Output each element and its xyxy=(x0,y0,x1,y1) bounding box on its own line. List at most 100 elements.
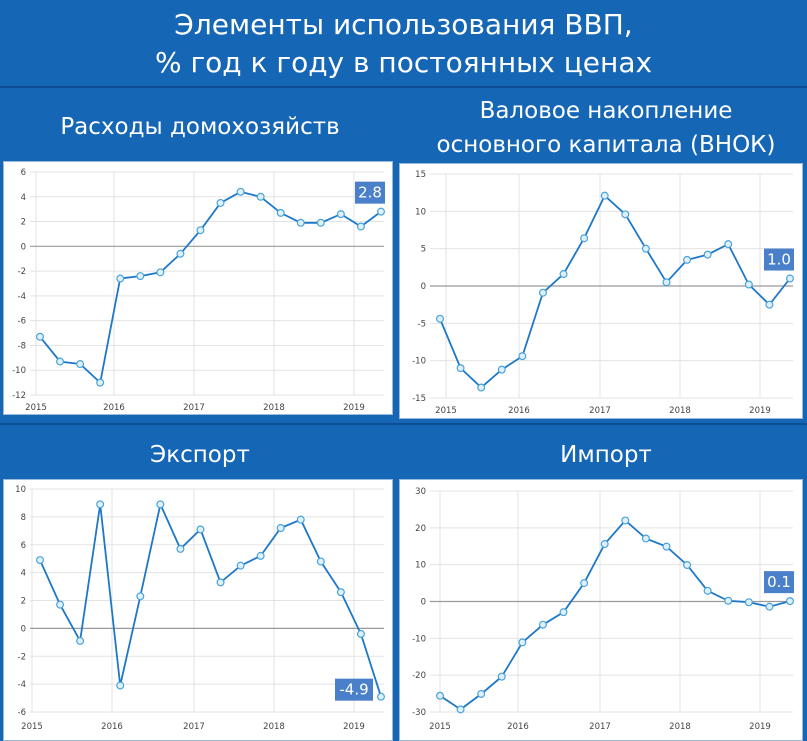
data-point xyxy=(96,378,105,387)
data-point xyxy=(621,210,630,219)
y-tick-label: 8 xyxy=(21,513,26,523)
data-point xyxy=(662,542,671,551)
x-tick-label: 2017 xyxy=(183,722,205,732)
data-point xyxy=(600,191,609,200)
y-tick-label: -4 xyxy=(18,292,26,302)
data-point xyxy=(435,314,444,323)
x-tick-label: 2019 xyxy=(749,406,771,416)
x-tick-label: 2015 xyxy=(25,403,47,413)
y-tick-label: 10 xyxy=(415,207,426,217)
data-point xyxy=(497,365,506,374)
data-point xyxy=(216,198,225,207)
last-value-label: 2.8 xyxy=(358,184,382,202)
last-value-label: -4.9 xyxy=(339,681,368,699)
data-point xyxy=(786,597,795,606)
data-point xyxy=(156,500,165,509)
data-point xyxy=(76,360,85,369)
series-line xyxy=(39,501,382,697)
y-tick-label: 0 xyxy=(421,282,426,292)
y-tick-label: 0 xyxy=(421,598,426,608)
last-value-label: 1.0 xyxy=(767,251,791,269)
data-point xyxy=(216,578,225,587)
x-tick-label: 2015 xyxy=(429,722,451,732)
data-point xyxy=(176,249,185,258)
data-point xyxy=(559,608,568,617)
y-tick-label: -6 xyxy=(18,317,26,327)
y-tick-label: 4 xyxy=(21,569,26,579)
data-point xyxy=(456,364,465,373)
data-point xyxy=(336,210,345,219)
data-point xyxy=(136,272,145,281)
chart-investment: -15 -10 -5 0 5 10 15 2015 2016 2017 2018 2019 1.0 xyxy=(399,163,803,419)
y-tick-label: 10 xyxy=(415,561,426,571)
data-point xyxy=(497,672,506,681)
panel-title-investment: Валовое накопление основного капитала (В… xyxy=(436,98,776,158)
last-value-label: 0.1 xyxy=(767,573,791,591)
y-tick-label: 6 xyxy=(21,541,26,551)
y-tick-label: 4 xyxy=(21,193,26,203)
data-point xyxy=(76,636,85,645)
x-tick-label: 2016 xyxy=(508,406,530,416)
data-point xyxy=(538,620,547,629)
x-tick-label: 2016 xyxy=(507,722,529,732)
data-point xyxy=(136,592,145,601)
y-tick-label: 0 xyxy=(21,242,26,252)
chart-consumption: -12 -10 -8 -6 -4 -2 0 2 4 6 2015 2016 2017 2018 2019 2.… xyxy=(3,161,393,415)
last-value-label-bg xyxy=(355,181,385,204)
data-point xyxy=(703,586,712,595)
chart-export: -6 -4 -2 0 2 4 6 8 10 2015 2016 2017 2018 2019 -4.9 xyxy=(3,479,393,741)
y-tick-label: 5 xyxy=(421,245,426,255)
data-point xyxy=(56,600,65,609)
panel-title-consumption: Расходы домохозяйств xyxy=(60,114,340,140)
data-point xyxy=(518,352,527,361)
y-tick-label: 10 xyxy=(15,485,26,495)
data-point xyxy=(296,218,305,227)
panel-title-import: Импорт xyxy=(560,442,652,468)
data-point xyxy=(435,691,444,700)
data-point xyxy=(662,278,671,287)
y-tick-label: -30 xyxy=(412,708,426,718)
chart-import-svg: -30 -20 -10 0 10 20 30 2015 2016 2017 2018 2019 0.1 xyxy=(412,487,795,732)
data-point xyxy=(196,226,205,235)
y-tick-label: 20 xyxy=(415,524,426,534)
y-tick-label: 0 xyxy=(21,624,26,634)
series-line xyxy=(39,190,382,385)
data-point xyxy=(683,561,692,570)
data-point xyxy=(56,357,65,366)
data-point xyxy=(600,540,609,549)
data-point xyxy=(559,270,568,279)
y-tick-label: -6 xyxy=(18,708,26,718)
y-tick-label: -2 xyxy=(18,652,26,662)
data-point xyxy=(256,551,265,560)
data-point xyxy=(641,244,650,253)
main-title-line1: Элементы использования ВВП, xyxy=(174,8,633,41)
y-tick-label: -10 xyxy=(12,366,26,376)
panel-title-export: Экспорт xyxy=(150,442,250,468)
y-tick-label: 30 xyxy=(415,487,426,497)
x-tick-label: 2017 xyxy=(589,406,611,416)
last-value-label-bg xyxy=(335,678,373,701)
y-tick-label: -2 xyxy=(18,267,26,277)
data-point xyxy=(724,240,733,249)
data-point xyxy=(276,208,285,217)
main-title-line2: % год к году в постоянных ценах xyxy=(154,46,653,79)
data-point xyxy=(518,638,527,647)
y-tick-label: -5 xyxy=(418,319,426,329)
data-point xyxy=(744,280,753,289)
chart-export-svg: -6 -4 -2 0 2 4 6 8 10 2015 2016 2017 2018 2019 -4.9 xyxy=(15,485,386,732)
y-tick-label: 15 xyxy=(415,170,426,180)
x-tick-label: 2019 xyxy=(343,403,365,413)
data-point xyxy=(316,218,325,227)
x-tick-label: 2019 xyxy=(749,722,771,732)
x-tick-label: 2016 xyxy=(101,722,123,732)
data-point xyxy=(356,629,365,638)
row-divider xyxy=(0,423,807,425)
y-tick-label: -15 xyxy=(412,394,426,404)
data-point xyxy=(703,250,712,259)
data-point xyxy=(765,300,774,309)
data-point xyxy=(316,557,325,566)
series-line xyxy=(439,519,791,711)
data-point xyxy=(724,596,733,605)
x-tick-label: 2017 xyxy=(589,722,611,732)
data-point xyxy=(580,234,589,243)
